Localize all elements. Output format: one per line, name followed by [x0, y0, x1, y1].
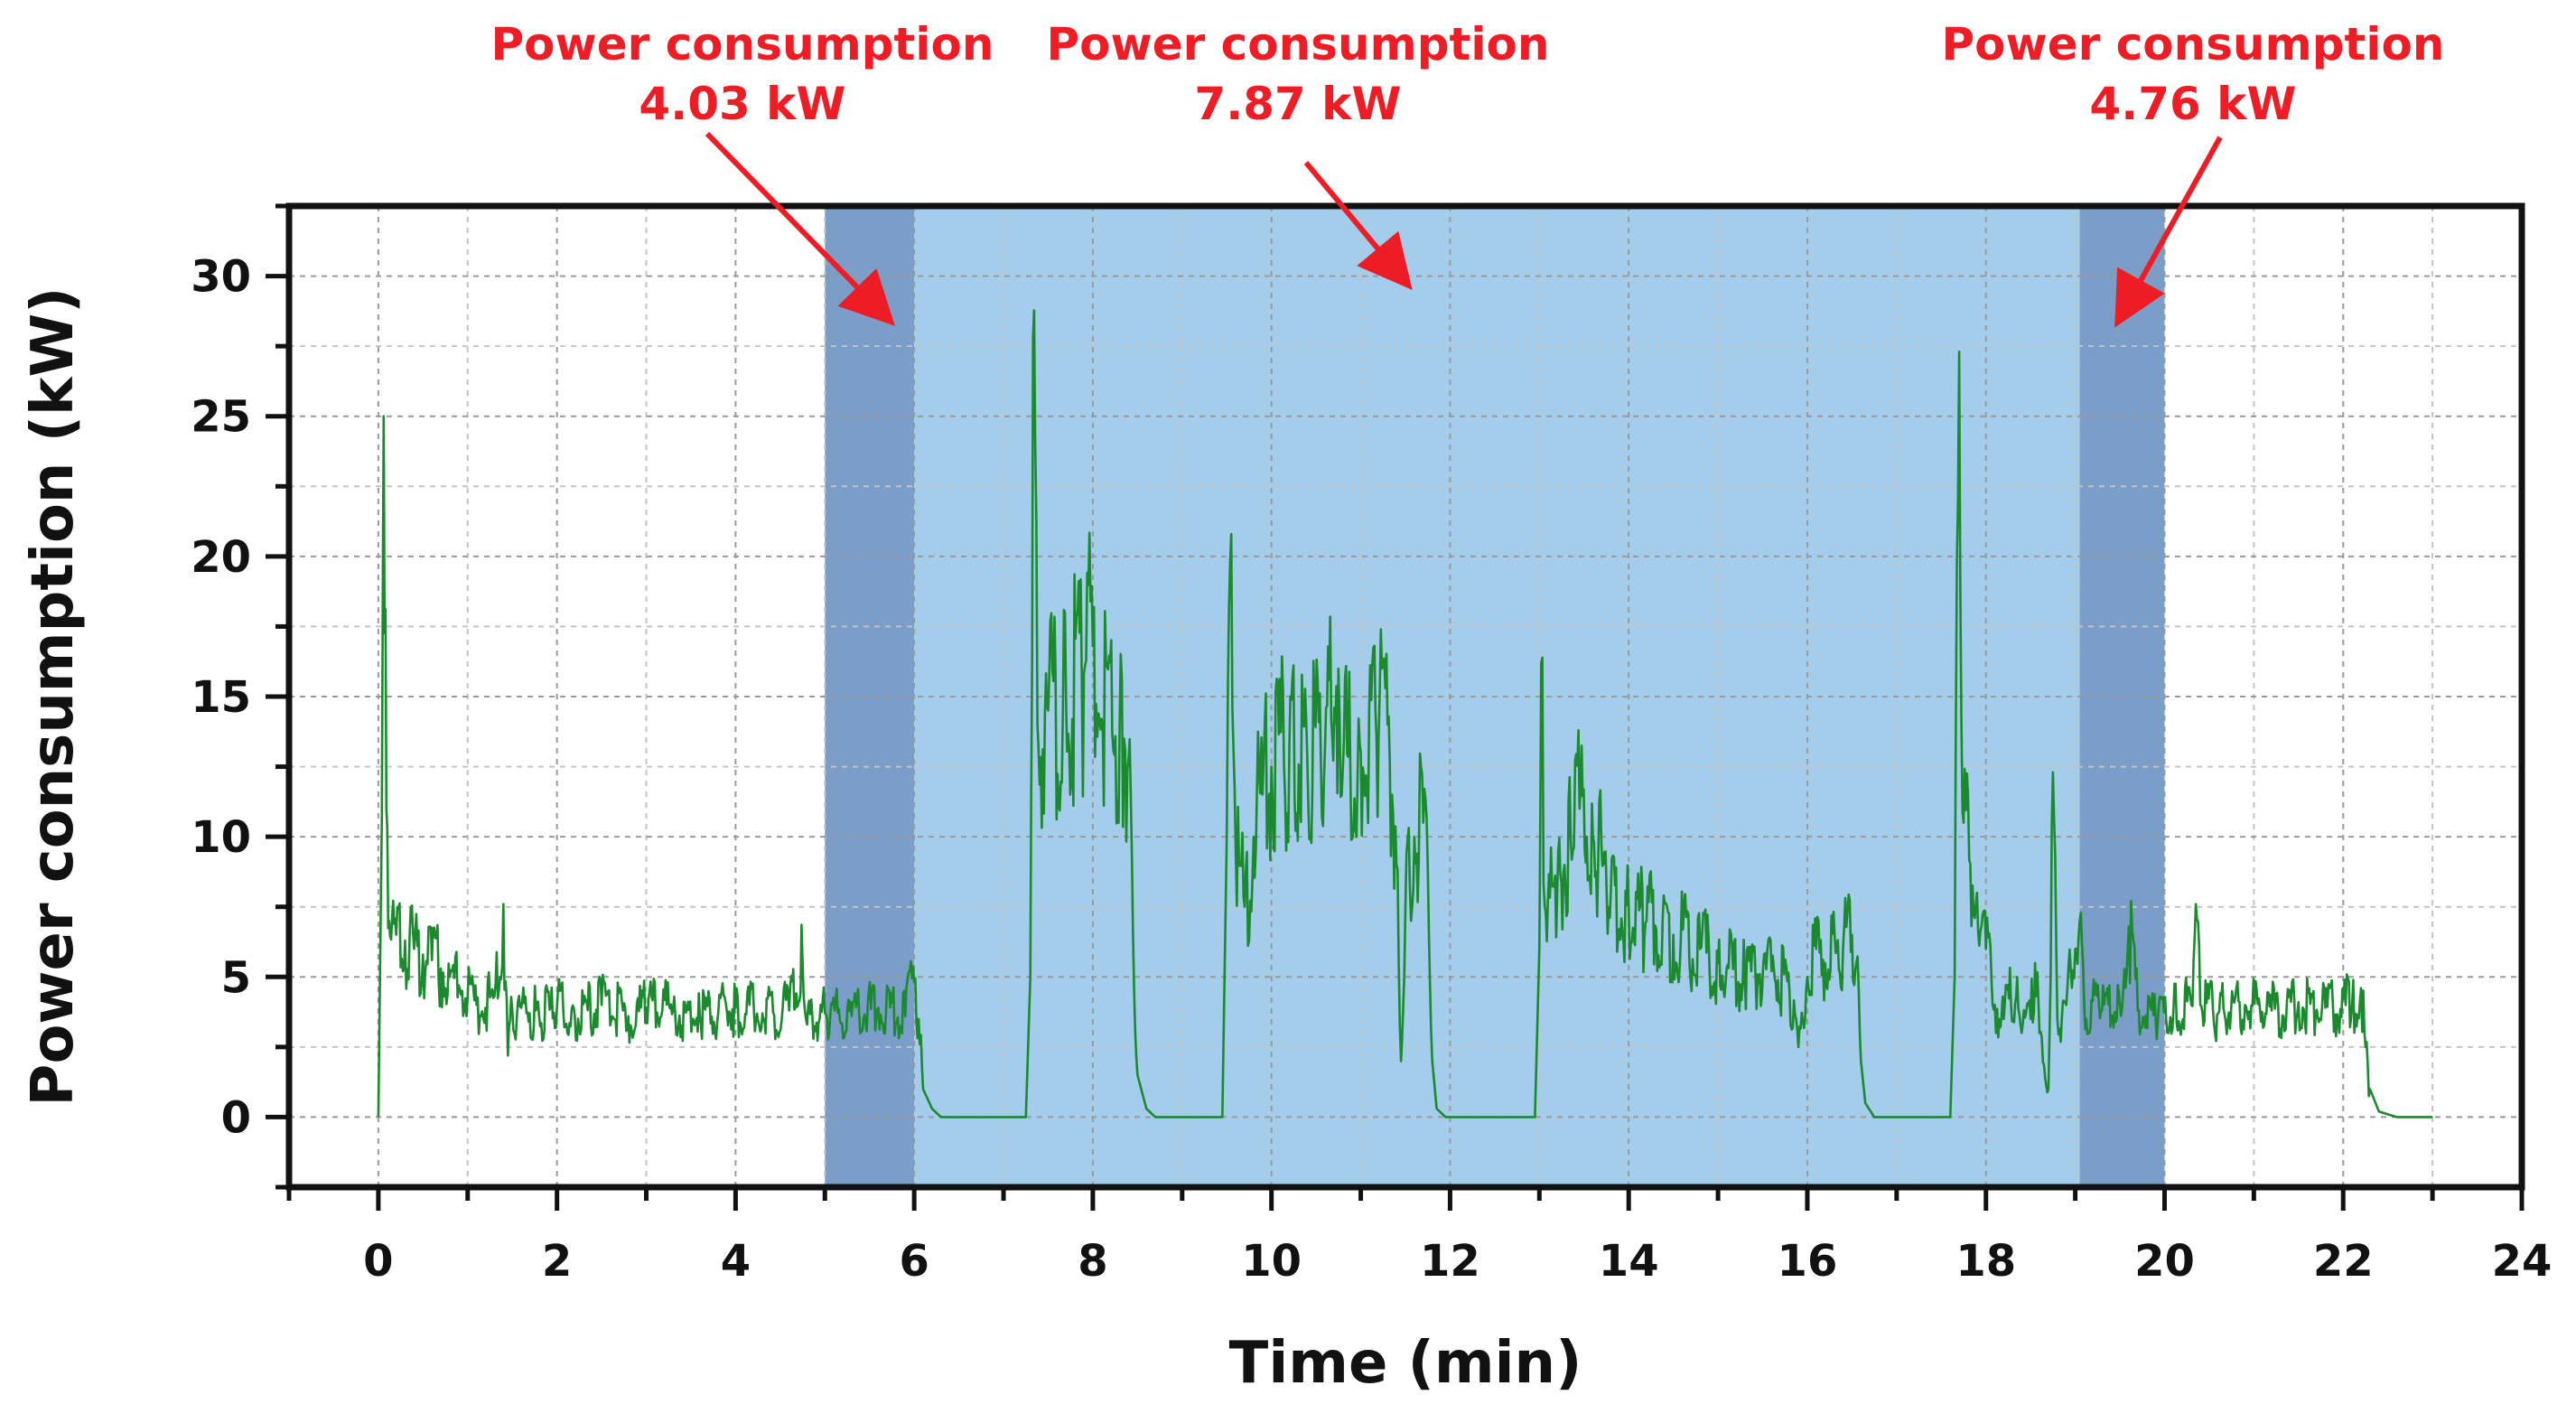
x-tick-label-18: 18 — [1955, 1236, 2016, 1287]
x-axis-title: Time (min) — [1229, 1330, 1582, 1397]
y-tick-label-25: 25 — [191, 392, 251, 443]
annotation-label-2: Power consumption — [1047, 18, 1550, 70]
y-tick-label-15: 15 — [191, 672, 251, 723]
x-tick-label-8: 8 — [1078, 1236, 1107, 1287]
grid-layer — [289, 206, 2522, 1187]
annotation-arrow-2 — [1303, 161, 1413, 290]
x-tick-label-10: 10 — [1241, 1236, 1302, 1287]
annotation-label-1: Power consumption — [491, 18, 994, 70]
annotation-3: Power consumption 4.76 kW — [1942, 18, 2445, 328]
y-tick-label-0: 0 — [221, 1092, 251, 1143]
x-tick-label-2: 2 — [542, 1236, 572, 1287]
x-tick-label-4: 4 — [721, 1236, 751, 1287]
y-tick-label-30: 30 — [191, 252, 251, 303]
series-line-1 — [377, 309, 2433, 1119]
x-tick-label-20: 20 — [2134, 1236, 2195, 1287]
x-tick-label-24: 24 — [2492, 1236, 2553, 1287]
x-tick-label-14: 14 — [1599, 1236, 1659, 1287]
y-tick-label-5: 5 — [221, 952, 251, 1003]
annotation-value-1: 4.03 kW — [639, 78, 845, 130]
x-tick-label-16: 16 — [1778, 1236, 1838, 1287]
x-tick-label-6: 6 — [899, 1236, 929, 1287]
annotation-label-3: Power consumption — [1942, 18, 2445, 70]
y-tick-label-10: 10 — [191, 812, 251, 863]
y-axis-title: Power consumption (kW) — [20, 287, 87, 1107]
x-tick-label-0: 0 — [363, 1236, 393, 1287]
annotation-arrow-1 — [705, 131, 895, 326]
annotation-1: Power consumption 4.03 kW — [491, 18, 994, 326]
annotation-2: Power consumption 7.87 kW — [1047, 18, 1550, 290]
annotation-value-3: 4.76 kW — [2089, 78, 2296, 130]
data-layer — [377, 309, 2433, 1119]
x-tick-label-22: 22 — [2313, 1236, 2374, 1287]
y-tick-label-20: 20 — [191, 532, 251, 583]
x-tick-label-12: 12 — [1420, 1236, 1480, 1287]
annotation-arrow-3 — [2114, 136, 2223, 328]
annotation-value-2: 7.87 kW — [1194, 78, 1401, 130]
